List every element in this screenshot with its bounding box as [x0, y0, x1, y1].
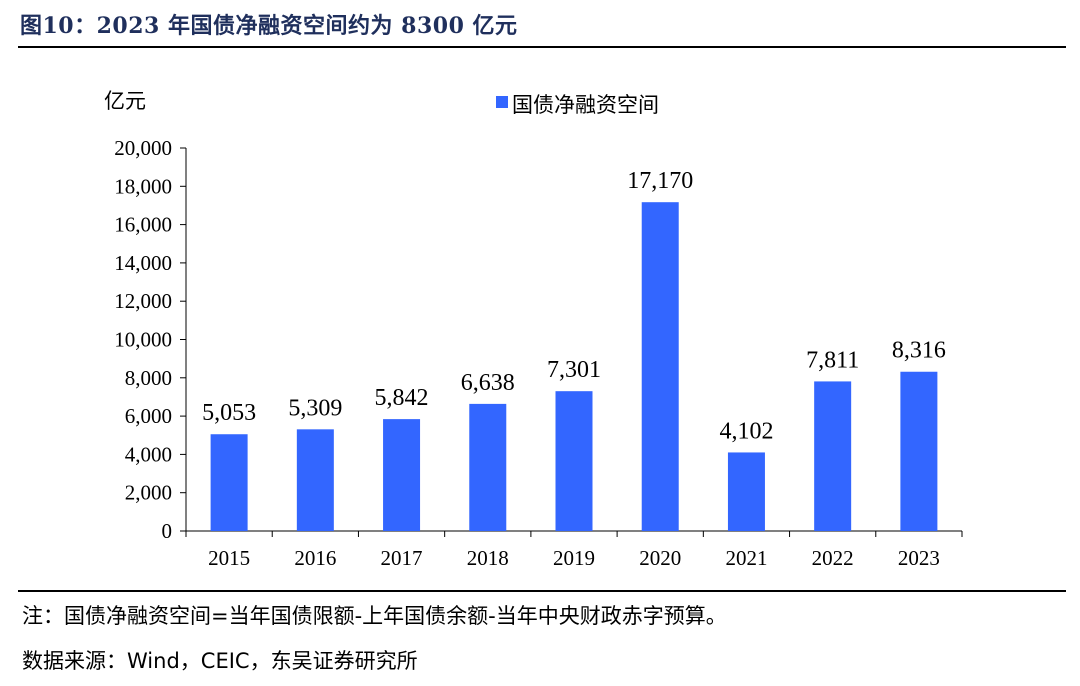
bar [210, 434, 248, 531]
bar [727, 452, 765, 531]
x-tick-label: 2018 [467, 546, 509, 570]
bar [814, 381, 852, 531]
y-tick-label: 6,000 [125, 404, 172, 428]
data-label: 6,638 [461, 370, 515, 396]
data-label: 5,309 [288, 395, 342, 421]
chart-note: 注：国债净融资空间=当年国债限额-上年国债余额-当年中央财政赤字预算。 [22, 604, 727, 628]
bar [900, 371, 938, 531]
x-tick-label: 2020 [639, 546, 681, 570]
legend: 国债净融资空间 [496, 93, 659, 117]
x-tick-label: 2023 [898, 546, 940, 570]
y-tick-label: 2,000 [125, 481, 172, 505]
data-label: 4,102 [719, 418, 773, 444]
y-tick-label: 0 [162, 519, 173, 543]
x-tick-label: 2017 [381, 546, 423, 570]
data-source: 数据来源：Wind，CEIC，东吴证券研究所 [22, 649, 418, 673]
data-label: 8,316 [892, 338, 946, 364]
data-label: 7,811 [806, 347, 859, 373]
y-tick-label: 14,000 [114, 251, 172, 275]
y-tick-label: 8,000 [125, 366, 172, 390]
bar [296, 429, 334, 531]
y-tick-label: 4,000 [125, 442, 172, 466]
bar [555, 391, 593, 531]
bar-chart: 亿元 国债净融资空间 0 2,000 4,000 6,000 8,000 10,000 12… [104, 89, 963, 570]
y-tick-label: 18,000 [114, 174, 172, 198]
x-tick-label: 2022 [812, 546, 854, 570]
x-tick-label: 2019 [553, 546, 595, 570]
y-tick-label: 12,000 [114, 289, 172, 313]
y-unit-label: 亿元 [104, 89, 146, 113]
x-tick-label: 2015 [208, 546, 250, 570]
y-tick-label: 16,000 [114, 213, 172, 237]
data-label: 17,170 [627, 168, 693, 194]
bars: 5,053 5,309 5,842 6,638 7,301 17,170 4,102 7,81… [202, 168, 946, 531]
bar [641, 202, 679, 531]
data-label: 5,053 [202, 400, 256, 426]
legend-swatch [496, 96, 508, 108]
data-label: 5,842 [375, 385, 429, 411]
x-tick-label: 2016 [294, 546, 336, 570]
x-tick-label: 2021 [725, 546, 767, 570]
bar [469, 403, 507, 531]
y-tick-label: 10,000 [114, 328, 172, 352]
top-rule [18, 46, 1066, 48]
bar [383, 419, 421, 531]
bottom-rule [18, 590, 1066, 592]
legend-label: 国债净融资空间 [512, 93, 659, 117]
figure-title: 图10：2023 年国债净融资空间约为 8300 亿元 [20, 13, 518, 39]
y-tick-label: 20,000 [114, 136, 172, 160]
data-label: 7,301 [547, 357, 601, 383]
